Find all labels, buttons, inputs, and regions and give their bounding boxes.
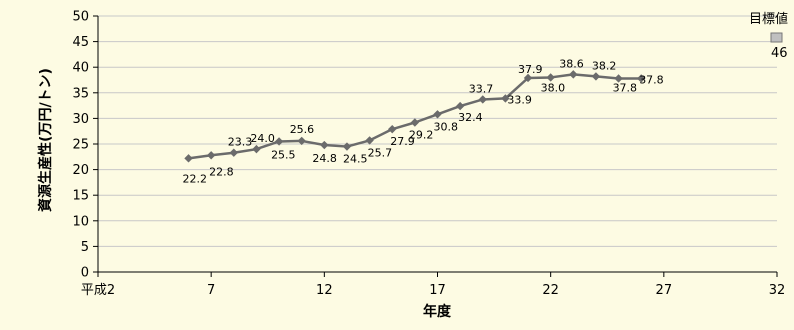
x-tick-label: 7 [207, 283, 215, 298]
data-point [365, 136, 374, 145]
data-label: 22.2 [183, 172, 208, 185]
data-label: 32.4 [458, 111, 483, 124]
y-tick-label: 10 [72, 214, 89, 229]
x-tick-label: 17 [429, 283, 446, 298]
data-point [637, 74, 646, 83]
y-tick-label: 20 [72, 163, 89, 178]
data-label: 25.6 [290, 123, 315, 136]
data-label: 23.3 [228, 136, 253, 149]
legend-label: 目標値 [749, 11, 788, 27]
data-label: 24.5 [343, 153, 368, 166]
data-label: 38.6 [559, 57, 584, 70]
data-point [388, 124, 397, 134]
data-point [297, 136, 306, 146]
data-label: 25.7 [368, 146, 393, 159]
data-point [614, 74, 623, 83]
data-point [546, 73, 555, 82]
y-tick-label: 50 [72, 10, 89, 25]
data-point [229, 148, 238, 157]
data-label: 38.2 [592, 59, 617, 72]
data-label: 24.8 [312, 152, 337, 165]
data-point [206, 151, 216, 160]
data-point [433, 110, 442, 119]
x-axis-ticks: 平成2 7 12 17 22 27 32 [81, 272, 785, 298]
data-label: 33.7 [469, 82, 494, 95]
y-axis-ticks: 0 5 10 15 20 25 30 35 40 45 50 [72, 10, 98, 281]
data-labels: 22.222.8 23.324.0 25.5 25.6 24.8 24.5 25.727.9… [183, 57, 664, 185]
data-series [184, 70, 646, 163]
y-tick-label: 5 [81, 240, 89, 255]
data-label: 37.8 [639, 73, 664, 86]
data-label: 37.8 [613, 81, 638, 94]
x-tick-label: 22 [542, 283, 559, 298]
legend-value: 46 [771, 46, 788, 61]
x-tick-label: 12 [316, 283, 333, 298]
y-tick-label: 0 [81, 266, 89, 281]
data-label: 38.0 [541, 81, 566, 94]
data-point [523, 73, 533, 83]
x-tick-label: 平成2 [81, 283, 115, 298]
data-label: 24.0 [250, 132, 275, 145]
y-tick-label: 15 [72, 189, 89, 204]
y-tick-label: 45 [72, 35, 89, 50]
legend: 目標値 46 [749, 11, 788, 61]
data-point [478, 95, 487, 104]
data-label: 37.9 [518, 63, 543, 76]
data-label: 29.2 [409, 128, 434, 141]
x-tick-label: 27 [656, 283, 673, 298]
data-point [455, 101, 465, 111]
data-point [274, 137, 284, 146]
data-label: 33.9 [507, 93, 532, 106]
data-point [342, 142, 352, 151]
legend-swatch [770, 32, 783, 43]
data-label: 22.8 [209, 165, 234, 178]
data-point [501, 94, 510, 103]
data-point [184, 154, 193, 163]
y-tick-label: 35 [72, 86, 89, 101]
y-axis-title: 資源生産性(万円/トン) [37, 68, 54, 212]
y-tick-label: 40 [72, 61, 89, 76]
data-point [410, 118, 420, 127]
data-label: 25.5 [271, 148, 296, 161]
data-label: 30.8 [434, 120, 459, 133]
data-point [591, 72, 601, 81]
x-tick-label: 32 [769, 283, 786, 298]
x-axis-title: 年度 [423, 303, 452, 320]
data-point [252, 144, 261, 154]
y-tick-label: 30 [72, 112, 89, 127]
y-tick-label: 25 [72, 138, 89, 153]
data-point [569, 70, 578, 79]
data-point [320, 140, 329, 150]
data-label: 27.9 [390, 135, 415, 148]
